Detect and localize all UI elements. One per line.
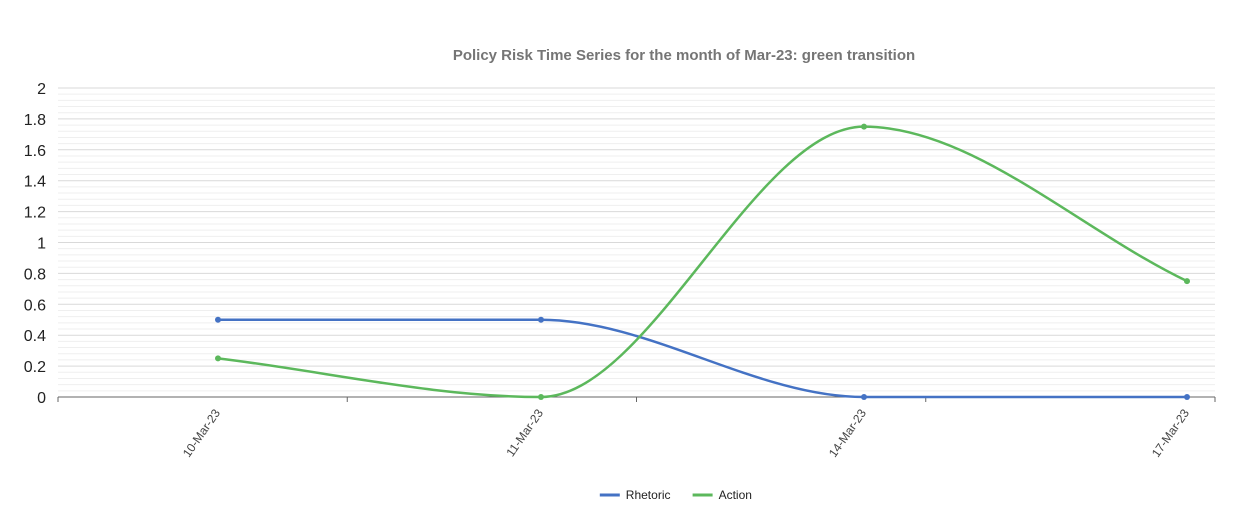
- data-point-action[interactable]: [538, 394, 544, 400]
- data-point-action[interactable]: [215, 355, 221, 362]
- x-tick-label: 11-Mar-23: [503, 406, 546, 459]
- x-tick-label: 10-Mar-23: [180, 406, 223, 460]
- series-line-action: [216, 125, 1189, 399]
- data-point-rhetoric[interactable]: [861, 394, 867, 400]
- chart-title: Policy Risk Time Series for the month of…: [453, 47, 915, 64]
- y-tick-label: 0.4: [24, 328, 46, 345]
- y-tick-label: 1.2: [24, 205, 46, 222]
- series-line-rhetoric: [216, 318, 1189, 399]
- x-tick-label: 17-Mar-23: [1149, 406, 1192, 460]
- data-point-action[interactable]: [861, 123, 867, 130]
- y-tick-label: 0.2: [24, 359, 46, 376]
- y-tick-label: 2: [37, 81, 46, 98]
- y-tick-label: 1.8: [24, 112, 46, 129]
- data-point-action[interactable]: [1184, 278, 1190, 285]
- y-tick-label: 1.4: [24, 174, 46, 191]
- grid-layer: [58, 87, 1215, 392]
- y-tick-label: 1: [37, 236, 46, 253]
- data-point-rhetoric[interactable]: [215, 316, 221, 323]
- y-tick-label: 1.6: [24, 143, 46, 160]
- series-layer: [215, 123, 1190, 400]
- y-tick-label: 0.6: [24, 297, 46, 314]
- data-point-rhetoric[interactable]: [1184, 394, 1190, 400]
- x-tick-label: 14-Mar-23: [826, 406, 869, 460]
- legend-label-action[interactable]: Action: [719, 488, 752, 502]
- y-tick-label: 0.8: [24, 266, 46, 283]
- data-point-rhetoric[interactable]: [538, 316, 544, 323]
- y-tick-label: 0: [37, 390, 46, 407]
- legend-label-rhetoric[interactable]: Rhetoric: [626, 488, 671, 502]
- legend: Rhetoric Action: [599, 488, 752, 502]
